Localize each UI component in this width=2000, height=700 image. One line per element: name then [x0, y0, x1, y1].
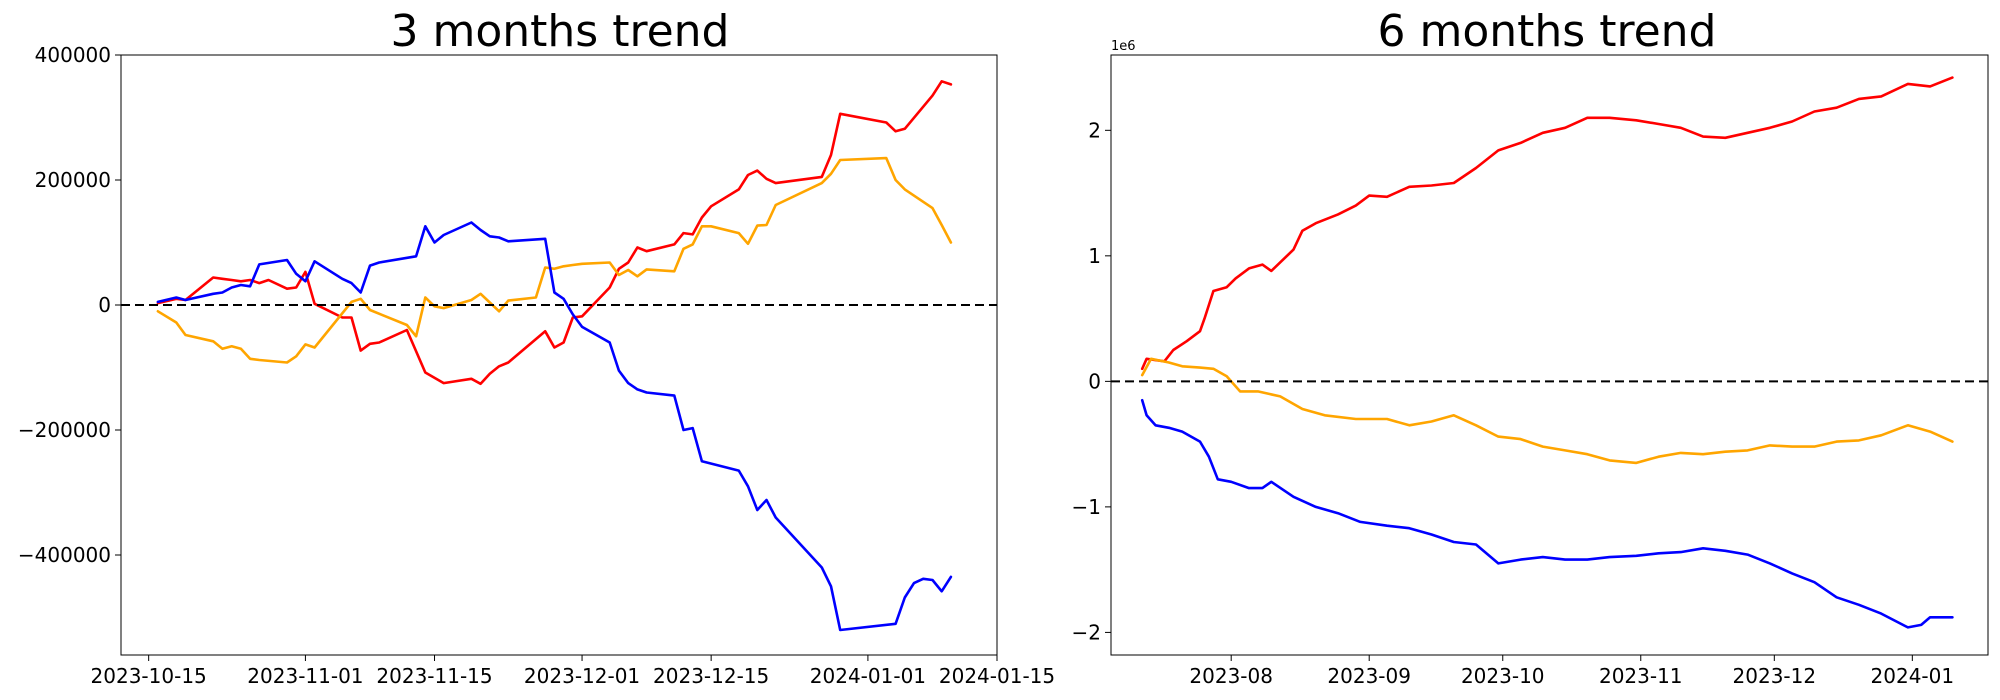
x-axis: 2023-08 2023-09 2023-10 2023-11 2023-12 2024-…	[1189, 655, 1954, 688]
plot-frame	[120, 54, 998, 656]
x-tick-label: 2023-11-01	[247, 664, 363, 688]
y-tick-label: −200000	[18, 418, 111, 442]
y-tick-label: 400000	[35, 43, 111, 67]
series-layer	[156, 80, 953, 632]
x-tick-label: 2023-11	[1599, 664, 1683, 688]
series-line-3	[1140, 398, 1954, 629]
x-tick-label: 2023-08	[1189, 664, 1273, 688]
x-tick-label: 2023-12	[1733, 664, 1817, 688]
x-tick-label: 2023-10	[1461, 664, 1545, 688]
y-tick-label: 1	[1088, 244, 1101, 268]
x-tick-label: 2024-01-15	[939, 664, 1055, 688]
x-tick-label: 2023-09	[1327, 664, 1411, 688]
x-tick-label: 2024-01	[1871, 664, 1955, 688]
x-tick-label: 2023-12-01	[524, 664, 640, 688]
series-layer	[1140, 76, 1954, 629]
x-axis: 2023-10-15 2023-11-01 2023-11-15 2023-12-01…	[91, 655, 1055, 688]
y-scale-offset: 1e6	[1111, 39, 1136, 54]
chart-title: 3 months trend	[391, 6, 730, 57]
y-axis: 2 1 0 −1 −2	[1072, 118, 1111, 644]
y-tick-label: 2	[1088, 118, 1101, 142]
series-line-1	[1140, 76, 1954, 371]
y-tick-label: −1	[1072, 495, 1101, 519]
x-tick-label: 2023-12-15	[653, 664, 769, 688]
x-tick-label: 2023-10-15	[91, 664, 207, 688]
series-line-1	[156, 80, 953, 386]
x-tick-label: 2023-11-15	[376, 664, 492, 688]
y-tick-label: −2	[1072, 620, 1101, 644]
series-line-2	[1140, 357, 1954, 465]
chart-6-months: 6 months trend 1e6 2023-08 2023-09 2023-10…	[1072, 6, 1989, 688]
x-tick-label: 2024-01-01	[810, 664, 926, 688]
y-tick-label: 200000	[35, 168, 111, 192]
y-tick-label: 0	[98, 293, 111, 317]
series-line-3	[156, 221, 953, 632]
y-tick-label: −400000	[18, 543, 111, 567]
y-axis: 400000 200000 0 −200000 −400000	[18, 43, 121, 567]
chart-3-months: 3 months trend 2023-10-15 2023-11-01 2023-…	[18, 6, 1055, 688]
chart-title: 6 months trend	[1378, 6, 1717, 57]
plot-frame	[1110, 54, 1989, 656]
y-tick-label: 0	[1088, 369, 1101, 393]
